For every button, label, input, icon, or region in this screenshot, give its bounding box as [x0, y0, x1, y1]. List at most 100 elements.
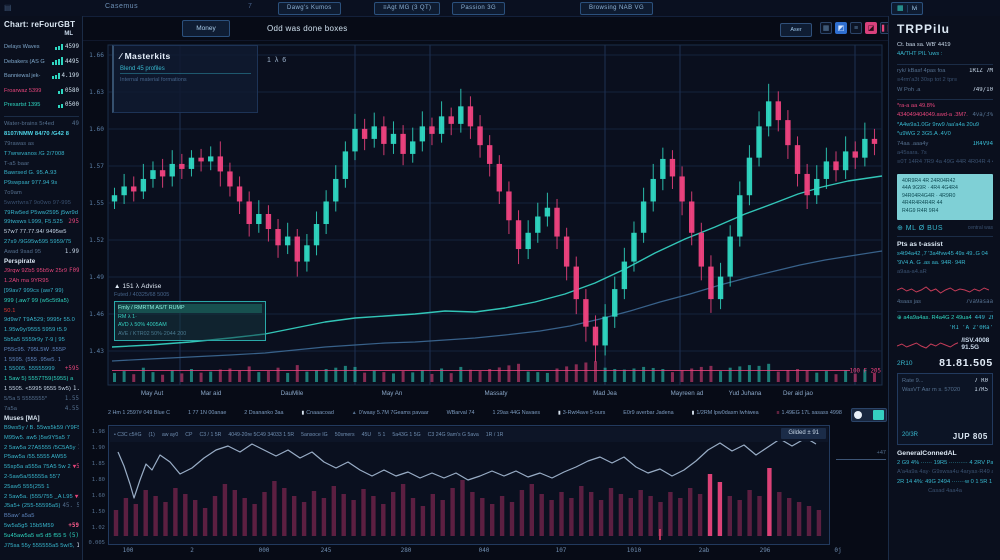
list-item[interactable]: P5aw5a /55.5555 AW55	[4, 453, 79, 463]
list-item[interactable]: Water-brains 5r4ed 49	[4, 120, 79, 130]
list-item[interactable]: 7o9am	[4, 188, 79, 198]
quote-row[interactable]: Debakers (AS G 4495	[4, 55, 79, 70]
month-label: Mayreen ad	[670, 390, 704, 397]
list-item[interactable]: Bawrsed G. 95.A.93	[4, 168, 79, 178]
toolbar-button[interactable]: Dawg's Kumos	[278, 2, 341, 15]
highlight-callout[interactable]: 40R9R4 4R 24R04R42 44A 9G9R · 4R4 4G4R4 94…	[897, 173, 993, 220]
pnl-sparkline	[897, 286, 989, 294]
toolbar-button[interactable]: Browsing NAB VG	[580, 2, 654, 15]
indicator-setting[interactable]: C3 24G 9am's G 5ava	[427, 431, 479, 438]
list-item[interactable]: 999 (.aw7 99 (w5c5t9a5)	[4, 296, 79, 306]
list-item[interactable]: 79rawas as	[4, 139, 79, 149]
list-item[interactable]: B9ws5y / B. 55ws5k59 /Y9F5	[4, 423, 79, 433]
bottom-indicator-chart[interactable]	[109, 441, 829, 544]
list-item[interactable]: B5aw' a5a5	[4, 511, 79, 521]
quote-label: Prexartst 1395	[4, 102, 41, 109]
row-value: 7va9asaa	[965, 298, 993, 305]
indicator-setting[interactable]: 1R / 1R	[485, 431, 504, 438]
indicator-setting[interactable]: 50smers	[334, 431, 355, 438]
indicator-setting[interactable]: 4049-20re 5C49 34033 1 5R	[228, 431, 295, 438]
list-item[interactable]: 1 55005. 55555999 +595	[4, 364, 79, 374]
list-item[interactable]: P9swpsar 977.94 9s	[4, 178, 79, 188]
indicator-setting[interactable]: • C3C c5#G	[114, 431, 142, 438]
list-item[interactable]: 9d9w7 T9A529; 9995r 55.0	[4, 315, 79, 325]
panel-row: s4t94a42 ,7 '3a4fvw45 49s 49..G 04	[897, 251, 993, 260]
list-item[interactable]: 7a5a 4.55	[4, 404, 79, 414]
quote-row[interactable]: Froarwaz 5399 0580	[4, 84, 79, 99]
list-item[interactable]: [99av7 999cs (aw7 99)	[4, 286, 79, 296]
list-item[interactable]: 57w7 77.77.94/ 9495w5	[4, 227, 79, 237]
list-item[interactable]: 79Rw5ed P5ww2595 j5wr9d	[4, 208, 79, 218]
toggle-knob[interactable]	[854, 411, 862, 419]
list-item[interactable]: 8107/NMW 84/70 /G42 8	[4, 129, 79, 139]
mini-bars-icon	[55, 44, 64, 51]
list-item[interactable]: 55sp5a a555a 75A5 5w 2▼5.22	[4, 462, 79, 472]
aser-button[interactable]: Aser	[780, 23, 812, 37]
menu-icon[interactable]: ▤	[4, 3, 12, 12]
svg-text:1.55: 1.55	[89, 200, 104, 207]
svg-text:1.52: 1.52	[89, 237, 104, 244]
list-item[interactable]: 1 5aw 5) 5557T59(5955) a	[4, 374, 79, 384]
pink-chart-icon[interactable]: ◪	[865, 22, 877, 34]
list-item[interactable]: 25aw5 555(255 1	[4, 482, 79, 492]
list-item[interactable]: 5w5a5g5 15b5M59 +59	[4, 521, 79, 531]
list-item[interactable]: T-a5 baar	[4, 159, 79, 169]
list-item[interactable]: J9rqw 9Zb5 95b5w 25r9 F09	[4, 266, 79, 276]
legend-line1[interactable]: Blend 45 profiles	[120, 66, 251, 74]
layout-switcher[interactable]: ▦ | lvi	[891, 2, 924, 15]
list-item[interactable]: 50.1	[4, 306, 79, 316]
list-item[interactable]: 27s9 /9G95w595 5959/75	[4, 237, 79, 247]
quote-row[interactable]: Prexartst 1395 0500	[4, 98, 79, 113]
list-item[interactable]: 5wwrtwra7 9o0wo 97-995	[4, 198, 79, 208]
money-button[interactable]: Money	[182, 20, 230, 37]
month-label: May Aut	[140, 390, 164, 397]
list-item[interactable]: Awad 9sad 95 1.99	[4, 247, 79, 257]
indicator-setting[interactable]: aw ay0	[161, 431, 179, 438]
toolbar-button[interactable]: ≡Agt MG (3 QT)	[374, 2, 441, 15]
list-item[interactable]: Muses [MA]	[4, 413, 79, 423]
toolbar-button[interactable]: Passion 3G	[452, 2, 506, 15]
list-item[interactable]: Perspirate	[4, 257, 79, 267]
list-item[interactable]: 1 5505. <5995 9555 5w5)1.377	[4, 384, 79, 394]
indicator-setting[interactable]: 5a43G 1 5G	[392, 431, 421, 438]
indicator-setting[interactable]: (1)	[148, 431, 155, 438]
list-item[interactable]: 5u45aw5a5 w5 d5 f55 5(5) 1	[4, 531, 79, 541]
list-item[interactable]: 2-5aw5a/55555a 55'7	[4, 472, 79, 482]
quote-row[interactable]: Banniewal jek- 4.199	[4, 69, 79, 84]
list-item[interactable]: P55c95. 795L5W .555P	[4, 345, 79, 355]
area-chart-icon[interactable]: ◩	[835, 22, 847, 34]
list-item[interactable]: 1.2Ah ma 9YR95	[4, 276, 79, 286]
divider	[897, 63, 993, 65]
list-item[interactable]: M95w5. aw5 )5w9Y5a5 7	[4, 433, 79, 443]
grid-icon[interactable]: ▦	[897, 5, 904, 12]
row-label: 7o9am	[4, 189, 22, 196]
status-icon: ▮	[301, 409, 305, 416]
row-label: Perspirate	[4, 258, 36, 266]
list-item[interactable]: 5b5a5 5559r9y 7-9 | 95	[4, 335, 79, 345]
indicator-setting[interactable]: 5ansoce IG	[301, 431, 328, 438]
list-item[interactable]: 1 5595. (555 .95w5. 1	[4, 355, 79, 365]
list-item[interactable]: 5/5a 5 5555555* 1.55	[4, 394, 79, 404]
list-item[interactable]: J5a5+ (255-55595a5)45. 5(5	[4, 502, 79, 512]
list-icon[interactable]: ≡	[850, 22, 862, 34]
section-title: GeneralConnedAL	[897, 450, 957, 457]
indicator-setting[interactable]: 45U	[361, 431, 372, 438]
indicator-setting[interactable]: CP	[185, 431, 193, 438]
grid-view-icon[interactable]: ▦	[820, 22, 832, 34]
list-item[interactable]: 1.95w9y/9555 5959 t5.9	[4, 325, 79, 335]
row-label: J5a5+ (255-55595a5)	[4, 503, 61, 510]
sparkline-row	[897, 281, 993, 297]
bar	[52, 61, 55, 65]
indicator-setting[interactable]: C3 / 1 5R	[199, 431, 222, 438]
list-item[interactable]: J75sa 55y 555555a5 5w/5,1.5(5	[4, 541, 79, 548]
list-item[interactable]: 2 5aw5a 27A5555 /5C5A5y1.95	[4, 443, 79, 453]
list-item[interactable]: 2 5aw5a. (555/755 _A L95▼5.21	[4, 492, 79, 502]
list-item[interactable]: 99twsws L999, F5.525 295	[4, 217, 79, 227]
list-item[interactable]: T7wrwvanos /G 2/7008	[4, 149, 79, 159]
row-value: 1.5(5	[76, 542, 79, 548]
indicator-setting[interactable]: 5 1	[378, 431, 386, 438]
indicator-badge[interactable]: Gilded ± 91	[781, 428, 826, 439]
row-value: 1.99	[64, 248, 79, 255]
panel-toggle[interactable]	[851, 408, 887, 422]
quote-row[interactable]: Delays Waves 4599	[4, 40, 79, 55]
